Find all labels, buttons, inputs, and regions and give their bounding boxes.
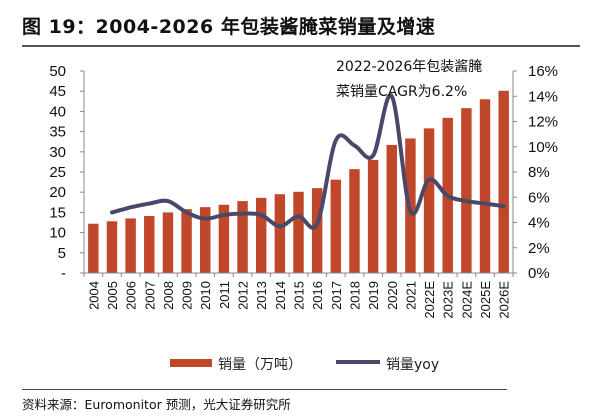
x-tick-label: 2009 [180,281,195,310]
bar-2007 [144,216,155,273]
bar-2006 [125,218,136,273]
x-tick-label: 2011 [217,281,232,309]
left-tick-label: 10 [49,225,66,242]
cagr-annotation: 2022-2026年包装酱腌 菜销量CAGR为6.2% [336,59,482,100]
title-rule [22,45,580,47]
bar-2011 [218,204,230,273]
bar-2014 [274,194,286,273]
right-tick-label: 12% [528,114,558,131]
figure-title: 图 19：2004-2026 年包装酱腌菜销量及增速 [22,16,436,38]
x-tick-label: 2022E [422,281,437,319]
source-note: 资料来源：Euromonitor 预测，光大证券研究所 [22,397,291,412]
bar-2009 [181,209,192,273]
bar-2017 [330,179,342,273]
bar-2005 [106,221,118,273]
annotation-line-1: 2022-2026年包装酱腌 [336,59,482,75]
right-tick-label: 14% [528,88,558,105]
x-tick-label: 2023E [441,281,456,319]
x-tick-label: 2014 [273,281,288,310]
x-tick-label: 2025E [478,281,493,319]
axes: - 5 10 15 20 25 30 35 40 45 50 0% 2% 4% 6% 8% 10% 12% 14% 1… [49,63,558,319]
x-tick-label: 2017 [329,281,344,310]
left-tick-label: 15 [49,204,66,221]
x-tick-label: 2010 [198,281,213,310]
bar-2022E [423,128,435,273]
x-tick-label: 2005 [105,281,120,310]
bar-2012 [237,201,248,273]
legend: 销量（万吨） 销量yoy [170,357,439,373]
annotation-line-2: 菜销量CAGR为6.2% [336,84,467,100]
bar-2008 [162,212,174,273]
bar-2026E [498,90,509,274]
bar-2004 [88,223,99,273]
left-tick-label: 5 [58,245,66,262]
x-tick-label: 2021 [403,281,418,310]
x-tick-label: 2006 [124,281,139,310]
x-tick-label: 2018 [347,281,362,310]
right-tick-label: 4% [528,215,550,232]
x-tick-label: 2004 [86,281,101,310]
bar-2020 [386,144,397,273]
right-tick-label: 8% [528,164,550,181]
bar-2013 [255,197,267,273]
x-tick-label: 2020 [385,281,400,310]
x-tick-label: 2024E [459,281,474,319]
bar-2018 [349,169,360,273]
x-tick-label: 2007 [142,281,157,310]
legend-label-bar: 销量（万吨） [218,357,302,373]
bar-series [88,90,509,274]
left-tick-label: - [61,265,66,282]
right-tick-label: 16% [528,63,558,80]
x-tick-label: 2019 [366,281,381,310]
left-tick-label: 40 [49,103,66,120]
right-tick-label: 6% [528,189,550,206]
legend-swatch-bar [170,359,212,367]
bar-2016 [311,188,323,273]
bar-2019 [367,159,379,273]
bar-2025E [479,99,491,273]
left-tick-label: 20 [49,184,66,201]
left-tick-label: 50 [49,63,66,80]
x-tick-label: 2013 [254,281,269,310]
bar-2010 [200,207,211,273]
left-tick-label: 25 [49,164,66,181]
left-tick-label: 35 [49,124,66,141]
x-tick-label: 2012 [236,281,251,310]
x-tick-label: 2015 [292,281,307,310]
right-tick-label: 10% [528,139,558,156]
x-tick-label: 2008 [161,281,176,310]
right-tick-label: 2% [528,240,550,257]
left-tick-label: 45 [49,83,66,100]
bar-2015 [293,191,304,273]
x-tick-label: 2016 [310,281,325,310]
legend-label-line: 销量yoy [386,357,439,373]
bar-2024E [461,108,472,273]
right-tick-label: 0% [528,265,550,282]
yoy-line [109,93,506,230]
left-tick-label: 30 [49,144,66,161]
source-rule [22,389,507,390]
x-tick-label: 2026E [497,281,512,319]
